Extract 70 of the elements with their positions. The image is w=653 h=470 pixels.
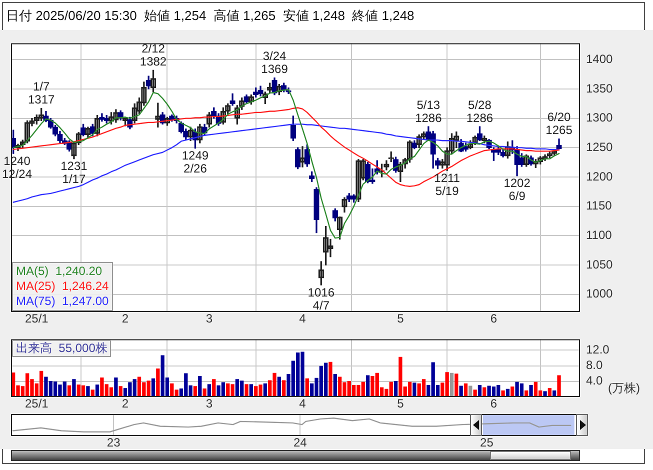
bar (277, 376, 282, 397)
x-tick-label: 4 (299, 396, 306, 411)
bar (459, 386, 463, 397)
y-axis-title: (万株) (608, 380, 640, 397)
y-tick-label: 12.0 (586, 342, 610, 356)
annotation: 3/24 1369 (261, 49, 288, 76)
y-tick-label: 1350 (586, 81, 614, 96)
x-tick-label: 24 (293, 436, 308, 450)
bar (39, 370, 44, 397)
bar (156, 368, 160, 397)
annotation: 2/12 1382 (140, 42, 167, 69)
x-tick-label: 5 (397, 396, 404, 411)
y-tick-label: 1050 (586, 257, 614, 272)
y-tick-label: 1250 (586, 140, 614, 154)
text: MA(75) 1,247.00 (16, 294, 109, 309)
annotation: 1202 6/9 (504, 176, 531, 204)
x-tick-label: 25/1 (24, 312, 49, 326)
y-tick-label: 4.0 (586, 374, 604, 388)
text: MA(25) 1,246.24 (16, 279, 109, 294)
y-tick-label: 1000 (586, 286, 614, 301)
y-tick-label: 1150 (586, 198, 612, 213)
annotation: 6/20 1265 (546, 110, 573, 138)
y-tick-label: 1400 (586, 52, 614, 66)
y-tick-label: 1200 (586, 169, 614, 184)
x-tick-label: 6 (490, 396, 498, 411)
annotation: 1/7 1317 (28, 80, 55, 107)
annotation: 1231 1/17 (60, 159, 88, 186)
x-tick-label: 2 (122, 312, 129, 326)
bar (529, 384, 533, 397)
bar (412, 382, 416, 397)
x-tick-label: 25 (480, 436, 494, 450)
chart-title: 日付 2025/06/20 15:30 始値 1,254 高値 1,265 安値 1,248 終値 1,248 (6, 7, 414, 25)
bar (114, 378, 118, 397)
bar (324, 362, 328, 397)
bar (333, 374, 337, 397)
bar (212, 379, 216, 397)
bar (501, 390, 505, 397)
bar (473, 390, 477, 397)
x-tick-label: 25/1 (24, 396, 49, 411)
y-tick-label: 1300 (586, 110, 614, 125)
x-tick-label: 4 (299, 312, 306, 326)
bar (202, 388, 206, 397)
bar (244, 384, 248, 397)
annotation: 1249 2/26 (182, 148, 209, 176)
bar (450, 372, 454, 397)
bar (557, 375, 561, 397)
bar (422, 379, 426, 397)
bar (235, 379, 240, 397)
x-tick-label: 3 (206, 396, 213, 411)
x-tick-label: 3 (206, 312, 213, 326)
bar (86, 386, 90, 397)
annotation: 1016 4/7 (308, 285, 335, 312)
bar (394, 381, 398, 397)
text: MA(5) 1,240.20 (16, 264, 104, 279)
x-tick-label: 6 (490, 312, 498, 326)
annotation: 1211 5/19 (434, 170, 460, 198)
y-tick-label: 8.0 (586, 358, 604, 372)
annotation: 5/13 1286 (415, 98, 442, 125)
bar (366, 375, 370, 397)
annotation: 5/28 1286 (466, 98, 494, 125)
x-tick-label: 23 (106, 436, 121, 450)
bar (198, 376, 202, 397)
bar (454, 374, 458, 397)
x-tick-label: 2 (122, 396, 129, 411)
bar (543, 391, 547, 397)
bar (72, 379, 76, 397)
y-tick-label: 1100 (586, 228, 612, 242)
bar (328, 362, 332, 397)
x-tick-label: 5 (397, 312, 404, 326)
chart-title: 出来高 55,000株 (12, 340, 112, 358)
